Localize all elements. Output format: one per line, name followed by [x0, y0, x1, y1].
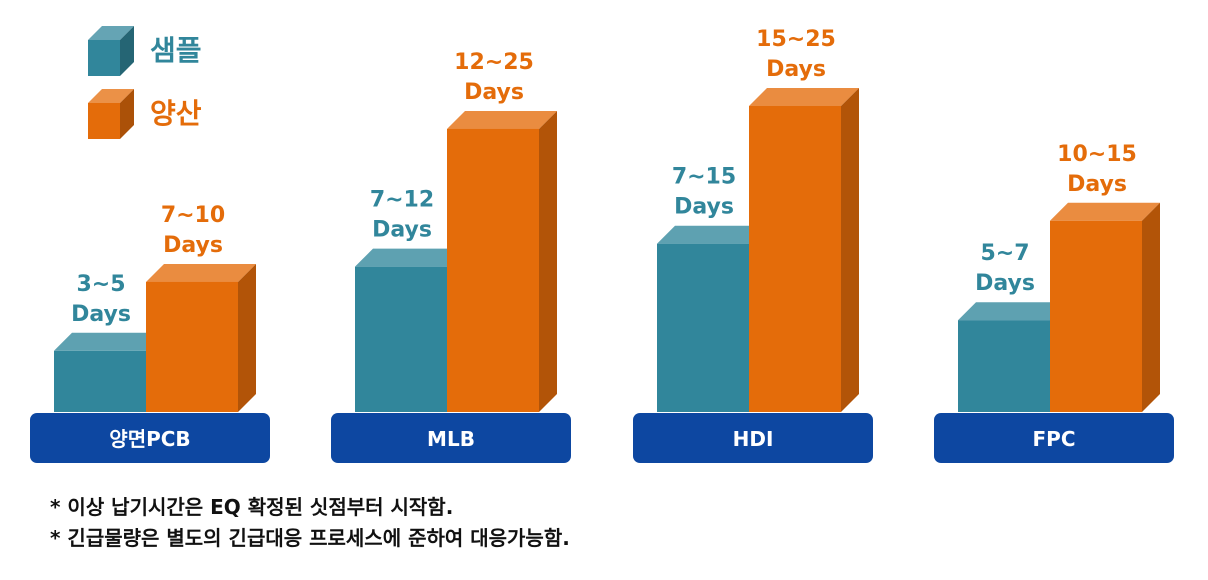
legend-swatch-side — [120, 26, 134, 76]
category-box — [633, 413, 873, 463]
bar-side — [238, 263, 256, 412]
bar-top — [355, 248, 465, 267]
bar-side — [539, 110, 557, 412]
value-label: Days — [464, 80, 524, 105]
bar-front — [1050, 220, 1142, 412]
bar-front — [958, 320, 1050, 412]
value-label: Days — [975, 271, 1035, 296]
bar-양면pcb-mass: 7~10 Days — [146, 203, 256, 412]
value-label: 10~15 — [1057, 142, 1137, 167]
bar-front — [749, 106, 841, 412]
value-label: 3~5 — [76, 272, 125, 297]
bar-top — [54, 332, 164, 351]
bar-top — [146, 263, 256, 282]
legend-label: 샘플 — [150, 34, 202, 67]
value-label: Days — [163, 233, 223, 258]
bar-side — [1142, 202, 1160, 412]
category-fpc: FPC — [934, 413, 1174, 463]
value-label: Days — [71, 302, 131, 327]
category-hdi: HDI — [633, 413, 873, 463]
category-box — [934, 413, 1174, 463]
value-label: Days — [674, 195, 734, 220]
bar-top — [447, 110, 557, 129]
bars: 3~5 Days 7~10 Days 7~12 Days 12~25 Days 7~15 Days… — [54, 27, 1160, 412]
bar-top — [1050, 202, 1160, 221]
legend-swatch-top — [88, 89, 134, 103]
footnotes: * 이상 납기시간은 EQ 확정된 싯점부터 시작함. * 긴급물량은 별도의 … — [50, 492, 570, 554]
category-labels: 양면PCB MLB HDI FPC — [30, 413, 1174, 463]
value-label: Days — [1067, 172, 1127, 197]
legend-swatch-top — [88, 26, 134, 40]
value-label: 7~10 — [161, 203, 225, 228]
bar-front — [54, 350, 146, 412]
bar-side — [841, 88, 859, 412]
legend-item-1: 양산 — [88, 89, 202, 139]
legend-item-0: 샘플 — [88, 26, 202, 76]
category-box — [331, 413, 571, 463]
value-label: Days — [766, 57, 826, 82]
value-label: 7~12 — [370, 188, 434, 213]
value-label: 7~15 — [672, 165, 736, 190]
bar-top — [749, 88, 859, 106]
bar-top — [958, 302, 1068, 321]
bar-fpc-mass: 10~15 Days — [1050, 142, 1160, 412]
category-label: FPC — [1033, 427, 1076, 451]
category-label: MLB — [427, 427, 475, 451]
category-양면pcb: 양면PCB — [30, 413, 270, 463]
footnote-lead-time: * 이상 납기시간은 EQ 확정된 싯점부터 시작함. — [50, 495, 454, 519]
legend-label: 양산 — [150, 97, 202, 130]
value-label: Days — [372, 218, 432, 243]
category-mlb: MLB — [331, 413, 571, 463]
bar-mlb-mass: 12~25 Days — [447, 50, 557, 412]
value-label: 12~25 — [454, 50, 534, 75]
footnote-urgent: * 긴급물량은 별도의 긴급대응 프로세스에 준하여 대응가능함. — [50, 526, 570, 550]
legend-swatch — [88, 103, 120, 139]
bar-top — [657, 225, 767, 244]
bar-front — [447, 128, 539, 412]
bar-hdi-mass: 15~25 Days — [749, 27, 859, 412]
bar-front — [355, 266, 447, 412]
category-box — [30, 413, 270, 463]
legend-swatch-side — [120, 89, 134, 139]
category-label: 양면PCB — [109, 427, 190, 451]
legend-swatch — [88, 40, 120, 76]
value-label: 5~7 — [980, 241, 1029, 266]
bar-front — [146, 281, 238, 412]
bar-front — [657, 243, 749, 412]
category-label: HDI — [733, 427, 774, 451]
value-label: 15~25 — [756, 27, 836, 52]
bar-양면pcb-sample: 3~5 Days — [54, 272, 164, 412]
